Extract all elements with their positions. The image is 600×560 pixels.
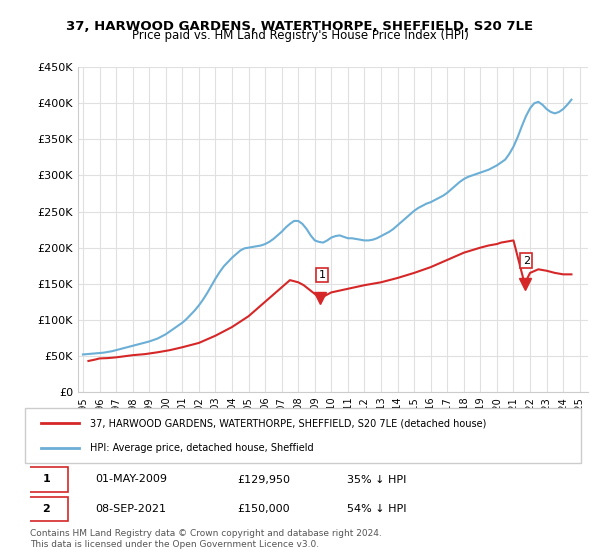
Text: £150,000: £150,000 xyxy=(238,504,290,514)
Text: 37, HARWOOD GARDENS, WATERTHORPE, SHEFFIELD, S20 7LE (detached house): 37, HARWOOD GARDENS, WATERTHORPE, SHEFFI… xyxy=(90,418,487,428)
FancyBboxPatch shape xyxy=(25,467,68,492)
Text: 1: 1 xyxy=(319,270,325,280)
Text: £129,950: £129,950 xyxy=(238,474,290,484)
Text: 37, HARWOOD GARDENS, WATERTHORPE, SHEFFIELD, S20 7LE: 37, HARWOOD GARDENS, WATERTHORPE, SHEFFI… xyxy=(67,20,533,32)
FancyBboxPatch shape xyxy=(25,497,68,521)
Text: 08-SEP-2021: 08-SEP-2021 xyxy=(95,504,167,514)
Text: 35% ↓ HPI: 35% ↓ HPI xyxy=(347,474,406,484)
Text: 1: 1 xyxy=(43,474,50,484)
Text: 54% ↓ HPI: 54% ↓ HPI xyxy=(347,504,406,514)
Text: 01-MAY-2009: 01-MAY-2009 xyxy=(95,474,167,484)
Text: Contains HM Land Registry data © Crown copyright and database right 2024.
This d: Contains HM Land Registry data © Crown c… xyxy=(30,529,382,549)
Text: Price paid vs. HM Land Registry's House Price Index (HPI): Price paid vs. HM Land Registry's House … xyxy=(131,29,469,42)
Text: 2: 2 xyxy=(523,255,530,265)
FancyBboxPatch shape xyxy=(25,408,581,463)
Text: HPI: Average price, detached house, Sheffield: HPI: Average price, detached house, Shef… xyxy=(90,442,314,452)
Text: 2: 2 xyxy=(43,504,50,514)
